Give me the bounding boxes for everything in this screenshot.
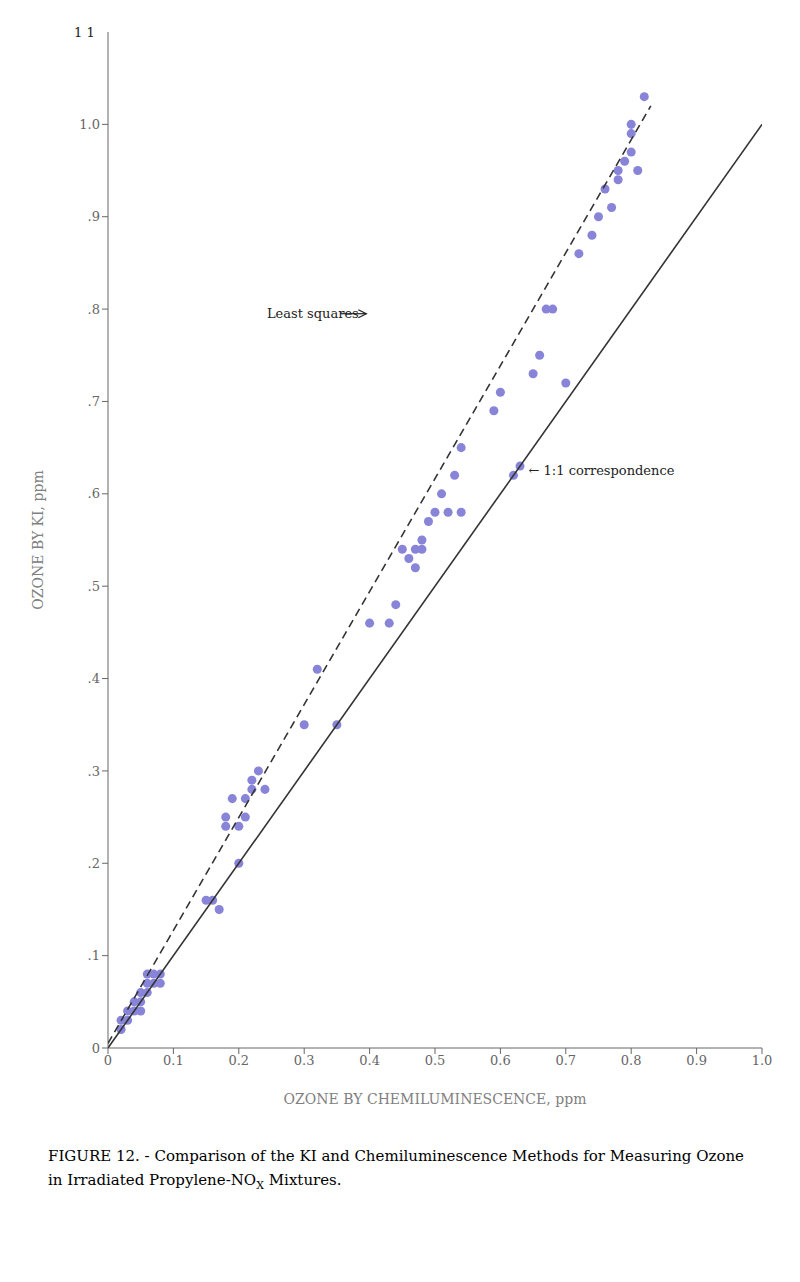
svg-text:0.2: 0.2 [228,1053,249,1068]
svg-text:0.5: 0.5 [425,1053,446,1068]
svg-text:0.4: 0.4 [359,1053,380,1068]
svg-text:0.1: 0.1 [163,1053,184,1068]
svg-text:.1: .1 [88,948,100,963]
svg-text:0.8: 0.8 [621,1053,642,1068]
svg-text:OZONE BY CHEMILUMINESCENCE, pp: OZONE BY CHEMILUMINESCENCE, ppm [284,1091,587,1107]
svg-text:0: 0 [104,1053,112,1068]
svg-text:1.0: 1.0 [79,117,100,132]
svg-text:.5: .5 [88,579,100,594]
svg-text:← 1:1 correspondence: ← 1:1 correspondence [529,463,675,478]
svg-text:OZONE BY KI, ppm: OZONE BY KI, ppm [30,470,46,609]
svg-text:.9: .9 [88,209,100,224]
svg-text:1.0: 1.0 [752,1053,773,1068]
svg-text:.7: .7 [88,394,100,409]
html-text:in Irradiated Propylene-NOXMix: in Irradiated Propylene-NOXMixtures. [48,1171,342,1192]
svg-text:Least squares: Least squares [267,306,359,321]
svg-text:0.7: 0.7 [555,1053,576,1068]
svg-text:0: 0 [92,1041,100,1056]
svg-text:0.3: 0.3 [294,1053,315,1068]
svg-text:.2: .2 [88,856,100,871]
svg-text:.3: .3 [88,764,100,779]
svg-text:0.6: 0.6 [490,1053,511,1068]
svg-text:1 1: 1 1 [74,25,95,40]
html-text:FIGURE 12. - Comparison of the: FIGURE 12. - Comparison of the KI and Ch… [48,1147,744,1165]
svg-text:.6: .6 [88,486,100,501]
svg-text:.8: .8 [88,302,100,317]
svg-text:0.9: 0.9 [686,1053,707,1068]
svg-text:.4: .4 [88,671,100,686]
